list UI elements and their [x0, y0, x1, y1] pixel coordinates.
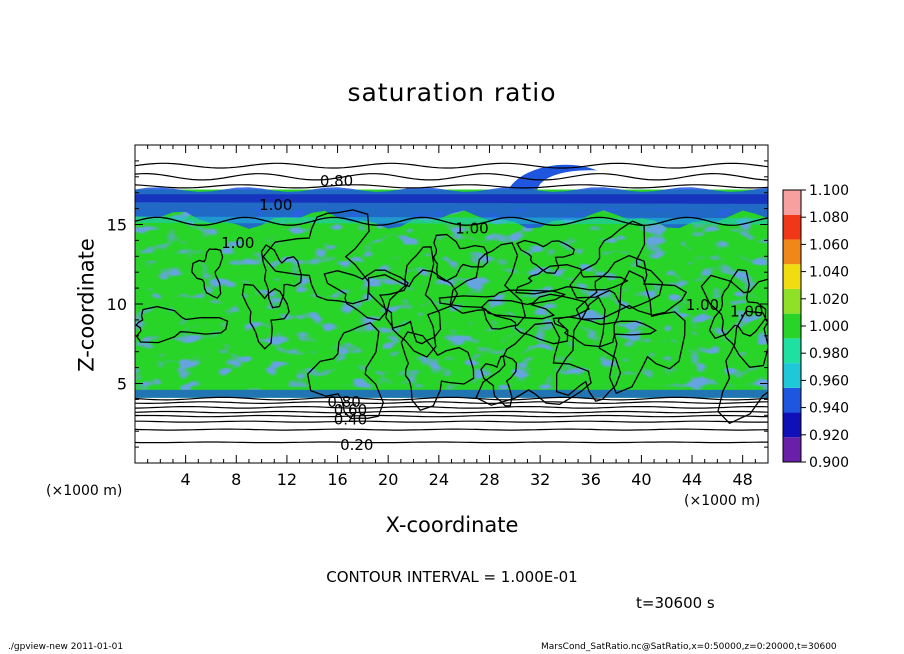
contour-interval-label: CONTOUR INTERVAL = 1.000E-01	[326, 568, 578, 586]
colorbar-label: 1.080	[809, 210, 849, 226]
contour-line	[367, 269, 459, 358]
contour-line	[480, 355, 518, 407]
x-tick-label: 20	[378, 470, 398, 489]
y-tick-label: 5	[117, 375, 127, 394]
colorbar-swatch	[783, 313, 801, 339]
x-axis-unit-label: (×1000 m)	[684, 493, 761, 509]
x-tick-label: 8	[231, 470, 241, 489]
contour-line	[135, 162, 768, 169]
contour-label: 1.00	[730, 302, 763, 320]
contour-line	[432, 233, 489, 282]
colorbar-swatch	[783, 288, 801, 314]
field-plume	[508, 164, 598, 190]
x-axis-label: X-coordinate	[385, 513, 519, 537]
contour-line	[262, 209, 370, 305]
contour-line	[241, 283, 290, 350]
contour-line	[260, 244, 302, 309]
x-tick-label: 4	[181, 470, 191, 489]
colorbar-label: 0.980	[809, 346, 849, 362]
field-cloud-top-core	[135, 194, 768, 204]
x-tick-label: 32	[530, 470, 550, 489]
y-axis-label: Z-coordinate	[74, 238, 99, 372]
contour-line	[708, 268, 767, 340]
contour-line	[438, 289, 567, 320]
y-axis-unit-label: (×1000 m)	[46, 483, 123, 499]
contour-line	[717, 310, 768, 425]
colorbar-label: 0.920	[809, 428, 849, 444]
colorbar-swatch	[783, 190, 801, 215]
colorbar-swatch	[783, 363, 801, 388]
contour-label: 0.80	[320, 172, 353, 190]
contour-line	[555, 296, 622, 403]
contour-label: 1.00	[686, 296, 719, 314]
contour-label: 0.20	[340, 436, 373, 454]
x-tick-label: 28	[479, 470, 499, 489]
colorbar-label: 0.960	[809, 373, 849, 389]
colorbar-swatch	[783, 437, 801, 462]
contour-label: 1.00	[455, 220, 488, 238]
contour-label: 0.40	[334, 410, 367, 428]
contour-line	[516, 239, 575, 274]
colorbar: 0.900 0.920 0.940 0.960 0.980 1.000 1.020 1.040…	[782, 183, 849, 471]
colorbar-label: 0.940	[809, 401, 849, 417]
contour-line	[135, 428, 768, 431]
colorbar-label: 0.900	[809, 455, 849, 471]
contour-line	[135, 414, 768, 418]
contour-line	[191, 248, 224, 299]
colorbar-label: 1.040	[809, 265, 849, 281]
x-tick-label: 36	[581, 470, 601, 489]
contour-label: 1.00	[221, 234, 254, 252]
chart-title: saturation ratio	[347, 78, 557, 107]
colorbar-label: 1.020	[809, 292, 849, 308]
contour-line	[135, 420, 768, 423]
colorbar-swatch	[783, 264, 801, 289]
x-tick-label: 16	[327, 470, 347, 489]
colorbar-swatch	[783, 412, 801, 438]
contour-label: 1.00	[259, 196, 292, 214]
contour-line	[323, 269, 409, 321]
x-tick-label: 12	[277, 470, 297, 489]
x-tick-label: 40	[631, 470, 651, 489]
colorbar-label: 1.060	[809, 237, 849, 253]
contour-line	[575, 254, 688, 320]
y-tick-label: 10	[107, 295, 127, 314]
time-label: t=30600 s	[636, 594, 715, 612]
contour-line	[135, 441, 768, 444]
contour-line	[135, 216, 768, 226]
colorbar-swatch	[783, 338, 801, 364]
contour-line	[135, 172, 768, 181]
contour-line	[135, 184, 768, 189]
contour-line	[135, 410, 768, 414]
contour-label: 0.80	[327, 393, 360, 411]
x-tick-label: 24	[429, 470, 449, 489]
contour-label: 0.60	[334, 401, 367, 419]
contour-line	[307, 322, 384, 420]
colorbar-label: 1.100	[809, 183, 849, 199]
contour-line	[449, 242, 526, 330]
colorbar-label: 1.000	[809, 319, 849, 335]
field-cloud-base	[135, 389, 768, 398]
x-tick-label: 44	[682, 470, 702, 489]
contour-line	[135, 305, 229, 344]
contour-line	[515, 264, 629, 295]
contour-line	[135, 401, 768, 405]
contour-line	[400, 331, 475, 411]
x-tick-label: 48	[733, 470, 753, 489]
contour-line	[384, 246, 442, 345]
colorbar-swatch	[783, 214, 801, 240]
colorbar-swatch	[783, 387, 801, 413]
contour-line	[475, 322, 592, 406]
footer-source: MarsCond_SatRatio.nc@SatRatio,x=0:50000,…	[541, 642, 837, 652]
contour-line	[135, 406, 768, 409]
y-tick-label: 15	[107, 216, 127, 235]
contour-line	[700, 274, 768, 368]
plot-area: 0.801.001.001.001.00 1.000.800.600.400.20	[135, 162, 768, 454]
colorbar-swatch	[783, 239, 801, 265]
footer-command: ./gpview-new 2011-01-01	[8, 642, 124, 652]
contour-line	[135, 396, 768, 401]
